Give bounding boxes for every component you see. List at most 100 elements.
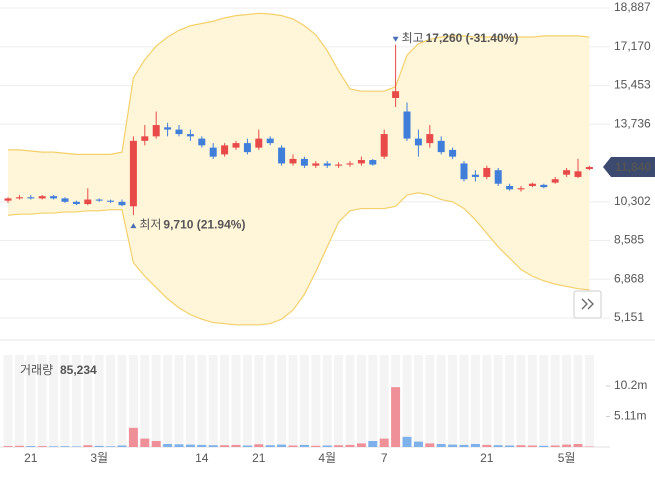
candle-body [61, 198, 69, 202]
y-tick-label: 18,887 [614, 0, 651, 14]
volume-bar [505, 445, 515, 447]
candle-body [4, 198, 12, 201]
last-price-tag [603, 157, 655, 178]
volume-column-bg [459, 355, 469, 447]
volume-column-bg [584, 355, 594, 447]
volume-column-bg [242, 355, 252, 447]
volume-column-bg [311, 355, 321, 447]
volume-column-bg [37, 355, 47, 447]
x-tick-label: 3월 [90, 451, 108, 465]
volume-column-bg [106, 355, 116, 447]
volume-bar [185, 444, 195, 447]
volume-bar [254, 444, 264, 447]
volume-column-bg [26, 355, 36, 447]
candle-body [107, 200, 115, 202]
candle-body [186, 134, 194, 137]
volume-column-bg [231, 355, 241, 447]
volume-bar [197, 444, 207, 447]
volume-column-bg [322, 355, 332, 447]
volume-last: 85,234 [60, 363, 97, 377]
volume-bar [117, 445, 127, 447]
volume-column-bg [49, 355, 59, 447]
volume-column-bg [573, 355, 583, 447]
volume-bar [425, 443, 435, 447]
candle-body [312, 163, 320, 166]
candle-body [517, 188, 525, 190]
candle-body [243, 143, 251, 153]
expand-button-box[interactable] [573, 290, 602, 319]
volume-bar [391, 387, 401, 447]
volume-bar [402, 436, 412, 447]
candle-body [141, 136, 149, 141]
x-tick-label: 21 [480, 451, 494, 465]
candle-body [574, 171, 582, 177]
volume-column-bg [140, 355, 150, 447]
volume-bar [83, 445, 93, 447]
y-tick-label: 10,302 [614, 194, 651, 208]
candle-body [27, 197, 35, 199]
candle-body [164, 127, 172, 130]
volume-tick-label: 10.2m [614, 378, 647, 392]
volume-bar [14, 445, 24, 447]
volume-bar [516, 445, 526, 447]
volume-column-bg [208, 355, 218, 447]
low-note-label: 최저 [139, 217, 161, 231]
volume-column-bg [334, 355, 344, 447]
candle-body [346, 163, 354, 165]
volume-bar [208, 445, 218, 447]
volume-bar [550, 445, 560, 447]
volume-bar [288, 445, 298, 447]
volume-bar [94, 445, 104, 447]
volume-bar [448, 444, 458, 447]
volume-bar [459, 444, 469, 447]
volume-column-bg [413, 355, 423, 447]
volume-bar [265, 445, 275, 447]
high-arrow [392, 36, 399, 42]
band-line [8, 12, 590, 155]
candle-body [221, 145, 229, 155]
candle-body [357, 160, 365, 164]
candle-body [15, 197, 23, 199]
low-arrow [130, 223, 137, 229]
volume-bar [49, 446, 59, 447]
volume-column-bg [505, 355, 515, 447]
volume-bar [71, 446, 81, 447]
volume-column-bg [379, 355, 389, 447]
volume-column-bg [299, 355, 309, 447]
volume-column-bg [356, 355, 366, 447]
candle-body [118, 201, 126, 206]
volume-column-bg [288, 355, 298, 447]
candle-body [266, 138, 274, 144]
candle-body [460, 163, 468, 180]
volume-column-bg [277, 355, 287, 447]
x-tick-label: 21 [24, 451, 38, 465]
volume-column-bg [174, 355, 184, 447]
y-tick-label: 6,868 [614, 271, 644, 285]
expand-icon[interactable] [581, 298, 594, 310]
candle-body [289, 158, 297, 164]
candle-body [403, 111, 411, 139]
volume-bar [163, 444, 173, 447]
volume-column-bg [83, 355, 93, 447]
candle-body [323, 163, 331, 166]
volume-column-bg [516, 355, 526, 447]
volume-column-bg [527, 355, 537, 447]
volume-column-bg [60, 355, 70, 447]
volume-bar [151, 441, 161, 447]
volume-bar [413, 441, 423, 447]
candle-body [72, 201, 80, 205]
background [0, 7, 655, 448]
candle-body [563, 170, 571, 175]
band-line [7, 192, 590, 326]
expand-button[interactable] [573, 290, 602, 319]
candle-body [369, 160, 377, 165]
volume-column-bg [345, 355, 355, 447]
candle-body [483, 167, 491, 177]
volume-column-bg [493, 355, 503, 447]
volume-bar [436, 444, 446, 447]
volume-bar [242, 445, 252, 447]
volume-bar [584, 446, 594, 447]
volume-bar [334, 445, 344, 447]
x-tick-label: 5월 [558, 451, 576, 465]
candle-body [585, 167, 593, 170]
